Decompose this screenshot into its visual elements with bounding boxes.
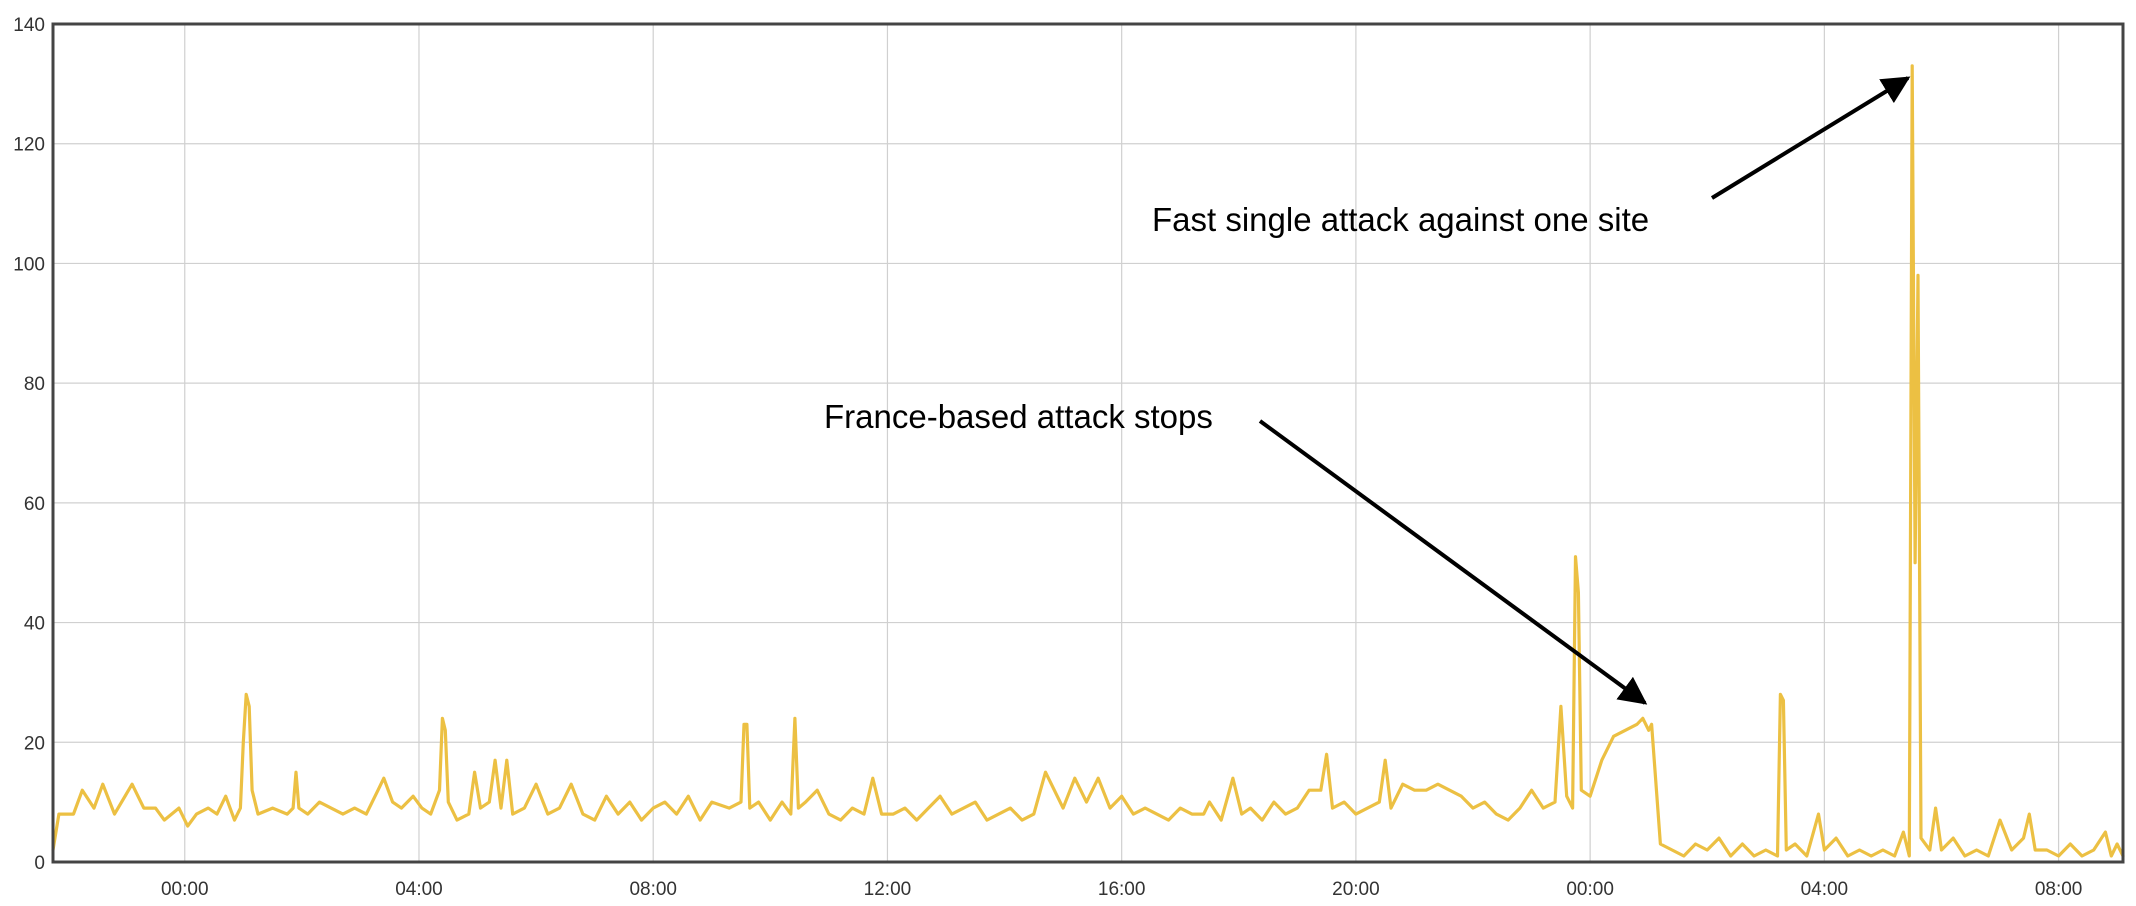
series-line-0 xyxy=(51,64,2125,858)
y-tick-label: 140 xyxy=(13,15,45,36)
y-axis: 0 20 40 60 80 100 120 140 xyxy=(13,15,45,874)
y-tick-label: 0 xyxy=(34,853,45,874)
annotation-france-attack-stops-text: France-based attack stops xyxy=(824,398,1213,435)
x-tick-label: 12:00 xyxy=(864,879,912,900)
x-axis: 00:00 04:00 08:00 12:00 16:00 20:00 00:00 04:00… xyxy=(161,879,2082,900)
y-tick-label: 60 xyxy=(24,494,45,515)
annotation-france-attack-stops: France-based attack stops xyxy=(824,398,1648,705)
y-tick-label: 100 xyxy=(13,254,45,275)
x-tick-label: 08:00 xyxy=(629,879,677,900)
grid xyxy=(53,24,2123,862)
annotation-fast-single-attack: Fast single attack against one site xyxy=(1152,76,1911,238)
annotation-france-attack-stops-arrow xyxy=(1258,419,1648,705)
y-tick-label: 120 xyxy=(13,135,45,156)
x-tick-label: 00:00 xyxy=(161,879,209,900)
annotation-fast-single-attack-arrow xyxy=(1710,76,1911,200)
x-tick-label: 08:00 xyxy=(2035,879,2083,900)
plot-frame xyxy=(51,22,2125,864)
y-tick-label: 20 xyxy=(24,733,45,754)
y-tick-label: 80 xyxy=(24,374,45,395)
x-tick-label: 20:00 xyxy=(1332,879,1380,900)
x-tick-label: 04:00 xyxy=(1801,879,1849,900)
x-tick-label: 04:00 xyxy=(395,879,443,900)
annotation-fast-single-attack-text: Fast single attack against one site xyxy=(1152,201,1649,238)
series-layer xyxy=(51,64,2125,858)
x-tick-label: 00:00 xyxy=(1566,879,1614,900)
x-tick-label: 16:00 xyxy=(1098,879,1146,900)
y-tick-label: 40 xyxy=(24,614,45,635)
